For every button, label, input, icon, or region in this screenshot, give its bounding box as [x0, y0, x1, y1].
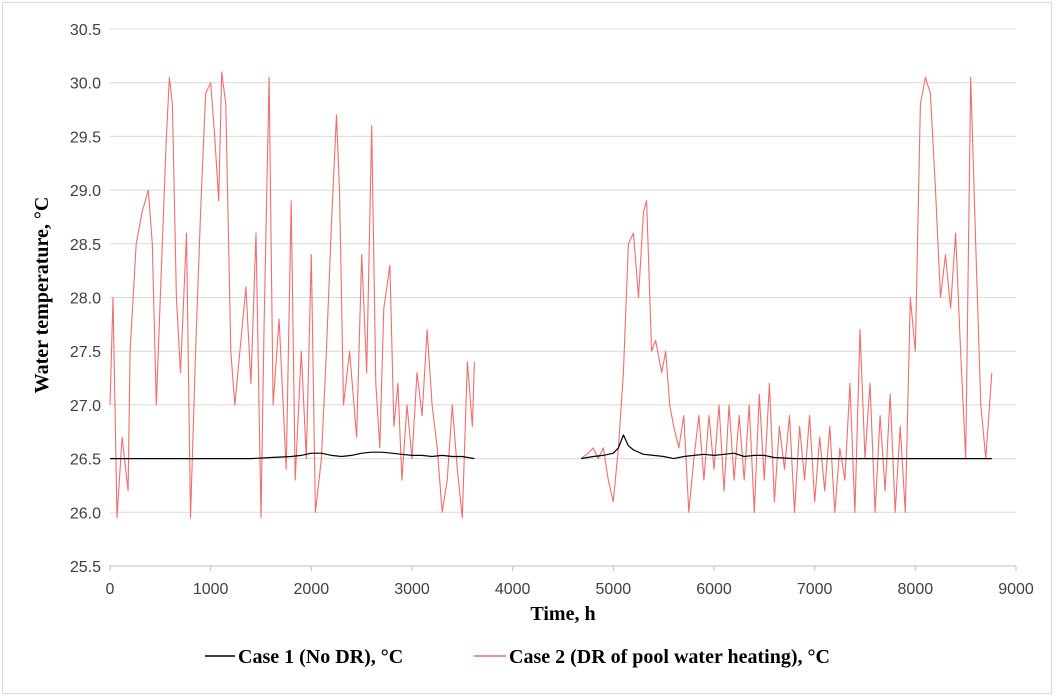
y-tick-label: 28.5 — [70, 237, 101, 254]
y-axis-title: Water temperature, °C — [31, 197, 53, 394]
series-1-line-segment-1 — [110, 451, 475, 460]
y-tick-label: 27.0 — [70, 398, 101, 415]
legend-item-case-1: Case 1 (No DR), °C — [205, 646, 403, 668]
y-tick-label: 27.5 — [70, 344, 101, 361]
y-tick-label: 29.0 — [70, 183, 101, 200]
gridlines — [110, 28, 1016, 567]
series-2 — [109, 71, 993, 519]
x-tick-label: 8000 — [898, 581, 934, 598]
x-tick-label: 1000 — [193, 581, 229, 598]
y-tick-labels: 25.5 26.0 26.5 27.0 27.5 28.0 28.5 29.0 29.5 30.0… — [70, 22, 101, 576]
y-tick-label: 30.0 — [70, 76, 101, 93]
legend-item-case-2: Case 2 (DR of pool water heating), °C — [474, 646, 830, 668]
y-tick-label: 26.5 — [70, 452, 101, 469]
x-tick-label: 4000 — [495, 581, 531, 598]
series-1-line-segment-2 — [580, 434, 992, 460]
x-tick-labels: 0 1000 2000 3000 4000 5000 6000 7000 8000 9000 — [106, 581, 1034, 598]
y-tick-label: 29.5 — [70, 129, 101, 146]
y-tick-label: 30.5 — [70, 22, 101, 39]
x-tick-label: 9000 — [998, 581, 1034, 598]
series-layer — [109, 71, 993, 519]
x-tick-label: 2000 — [294, 581, 330, 598]
x-tick-label: 0 — [106, 581, 115, 598]
legend: Case 1 (No DR), °C Case 2 (DR of pool wa… — [205, 646, 830, 668]
x-tick-label: 7000 — [797, 581, 833, 598]
axes — [109, 565, 1017, 571]
x-axis-title: Time, h — [530, 603, 595, 625]
y-tick-label: 25.5 — [70, 559, 101, 576]
x-tick-label: 3000 — [394, 581, 430, 598]
x-tick-label: 6000 — [696, 581, 732, 598]
x-tick-label: 5000 — [596, 581, 632, 598]
legend-label-case-1: Case 1 (No DR), °C — [238, 646, 403, 668]
legend-label-case-2: Case 2 (DR of pool water heating), °C — [509, 646, 830, 668]
y-tick-label: 28.0 — [70, 291, 101, 308]
series-1 — [110, 434, 992, 460]
series-2-line-segment-1 — [109, 71, 475, 519]
series-2-line-segment-2 — [580, 76, 993, 513]
y-tick-label: 26.0 — [70, 505, 101, 522]
